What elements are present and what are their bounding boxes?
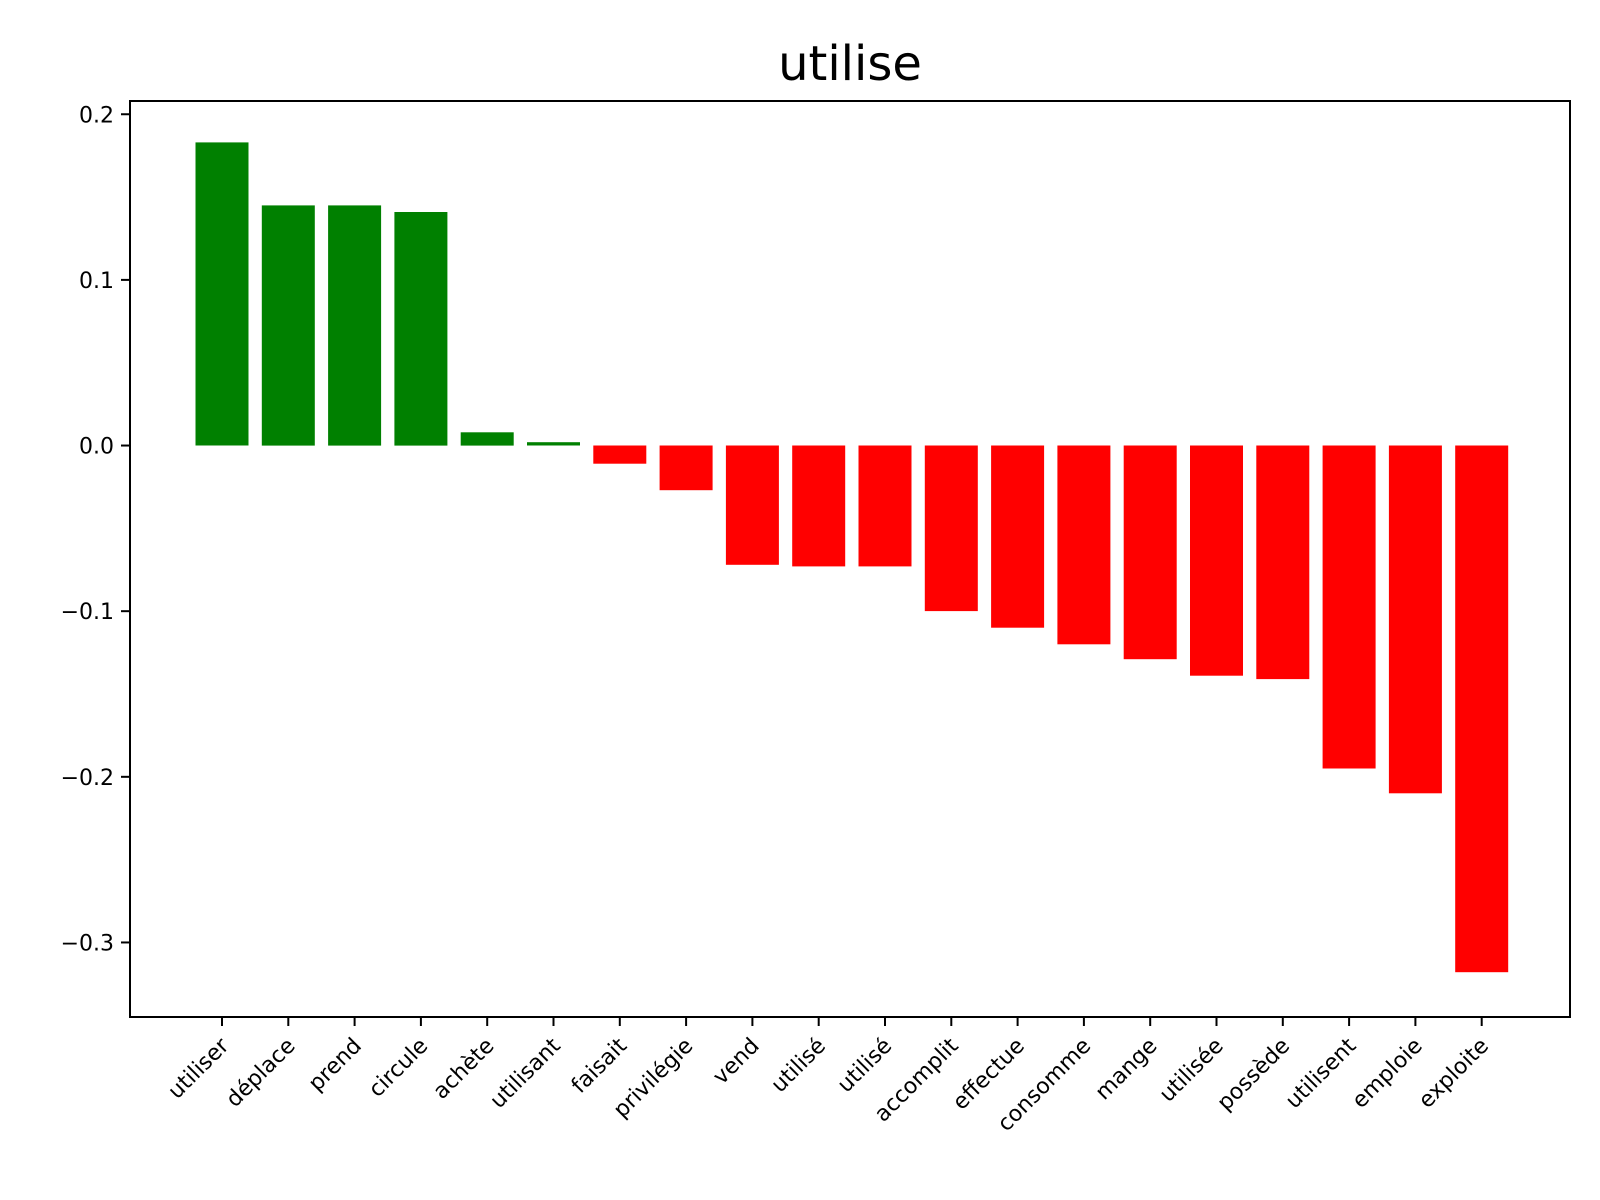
bar-9	[725, 445, 779, 565]
bar-17	[1256, 445, 1310, 680]
bars-group	[195, 142, 1509, 973]
x-tick-label: utilisant	[486, 1033, 566, 1113]
chart-title: utilise	[778, 36, 922, 92]
x-tick-label: exploite	[1414, 1034, 1494, 1114]
bar-3	[328, 205, 382, 446]
bar-12	[924, 445, 978, 612]
x-tick-label: utilisé	[833, 1034, 897, 1098]
bar-19	[1388, 445, 1442, 794]
x-tick-label: utilisé	[767, 1034, 831, 1098]
y-tick-label: 0.2	[79, 103, 114, 128]
y-tick-label: −0.2	[61, 766, 114, 791]
bar-11	[858, 445, 912, 567]
x-tick-label: utilisent	[1281, 1033, 1362, 1114]
bar-15	[1123, 445, 1177, 660]
x-tick-label: circule	[364, 1034, 433, 1103]
y-tick-label: 0.1	[79, 269, 114, 294]
plot-frame	[129, 100, 1571, 1018]
bar-18	[1322, 445, 1376, 769]
bar-6	[527, 442, 580, 446]
bar-4	[394, 212, 448, 446]
bar-16	[1190, 445, 1243, 676]
bar-1	[195, 142, 249, 446]
bar-14	[1057, 445, 1111, 645]
bar-7	[593, 445, 647, 464]
bar-10	[792, 445, 846, 567]
bar-20	[1455, 445, 1509, 973]
bar-5	[460, 432, 514, 446]
x-tick-label: mange	[1091, 1034, 1163, 1106]
x-tick-label: prend	[304, 1034, 367, 1097]
bar-2	[261, 205, 315, 446]
x-tick-label: vend	[708, 1034, 764, 1090]
bar-13	[991, 445, 1045, 628]
x-tick-label: faisait	[567, 1033, 632, 1098]
y-axis: 0.2 0.1 0.0 −0.1 −0.2 −0.3	[61, 103, 130, 956]
x-tick-label: emploie	[1348, 1034, 1428, 1114]
y-tick-label: −0.3	[61, 931, 114, 956]
bar-8	[659, 445, 713, 491]
x-tick-label: déplace	[222, 1034, 301, 1113]
x-tick-label: possède	[1213, 1034, 1295, 1116]
y-tick-label: 0.0	[79, 435, 114, 460]
y-tick-label: −0.1	[61, 600, 114, 625]
